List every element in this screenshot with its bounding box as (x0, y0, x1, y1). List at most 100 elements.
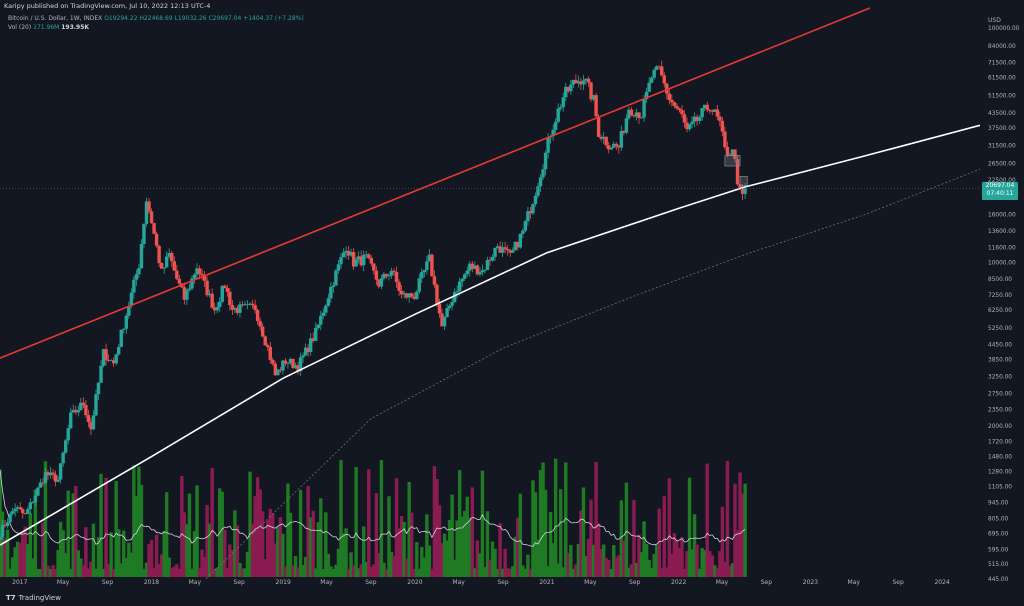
candle (326, 293, 331, 307)
volume-bar (450, 494, 454, 577)
y-axis[interactable]: 100000.00 84000.00 71500.00 61500.00 51500.0… (980, 0, 1024, 590)
candle (632, 115, 636, 118)
volume-bar (233, 510, 237, 577)
volume-bar (336, 548, 341, 577)
volume-bar (263, 559, 267, 577)
candle (402, 290, 406, 299)
y-tick-label: 805.00 (988, 517, 1009, 523)
volume-bar (106, 563, 111, 577)
volume-bar (569, 545, 573, 577)
candle (122, 328, 126, 334)
candle (372, 263, 376, 275)
candle (215, 302, 219, 314)
volume-bar (38, 568, 43, 577)
candle (655, 65, 659, 71)
symbol-title[interactable]: Bitcoin / U.S. Dollar, 1W, INDEX (8, 15, 103, 22)
volume-bar (339, 460, 343, 577)
lower-channel-line[interactable] (205, 168, 981, 580)
volume-bar (546, 566, 550, 577)
volume-bar (457, 470, 462, 577)
volume-bar (447, 520, 452, 577)
candle (614, 142, 618, 150)
x-tick-label: May (57, 579, 70, 586)
candle (670, 94, 674, 107)
volume-bar (129, 552, 134, 577)
candle (672, 101, 677, 109)
volume-bar (713, 565, 717, 577)
candle (485, 256, 490, 271)
volume-bar (334, 564, 338, 577)
candle (26, 506, 30, 515)
y-tick-label: 1105.00 (988, 484, 1012, 490)
candle (680, 105, 684, 119)
candle (346, 245, 351, 260)
volume-bar (581, 487, 586, 577)
candle (324, 304, 328, 317)
candle (450, 297, 454, 311)
volume-bar (314, 568, 318, 577)
volume-bar (738, 472, 742, 577)
price-chart[interactable]: 100000.00 84000.00 71500.00 61500.00 51500.0… (0, 0, 1024, 590)
volume-bar (162, 530, 166, 577)
vol-label[interactable]: Vol (20) (8, 24, 32, 31)
volume-bar (167, 557, 171, 577)
volume-bar (667, 478, 672, 577)
y-tick-label: 61500.00 (988, 76, 1016, 82)
volume-bar (266, 520, 270, 577)
volume-bar (513, 536, 517, 577)
volume-bar (220, 491, 224, 577)
candle (51, 468, 55, 480)
x-tick-label: Sep (234, 579, 246, 586)
candle (195, 263, 199, 279)
candle (288, 357, 293, 365)
volume-bar (531, 480, 535, 577)
volume-bar (15, 541, 20, 577)
candle (364, 250, 368, 259)
tradingview-logo[interactable]: T7 TradingView (6, 594, 61, 602)
candle (190, 275, 194, 291)
volume-bar (425, 514, 429, 577)
candle (705, 101, 709, 113)
candle (730, 148, 735, 157)
mid-channel-line[interactable] (0, 124, 981, 546)
volume-bar (503, 548, 507, 577)
candle (533, 192, 538, 207)
x-axis[interactable]: 2017 May Sep 2018 May Sep 2019 May Sep 2020 May Sep… (12, 579, 950, 586)
volume-bar (94, 568, 98, 577)
candle (84, 400, 88, 418)
candle (425, 255, 429, 275)
volume-bar (735, 530, 740, 577)
volume-bar (23, 526, 27, 577)
x-tick-label: 2023 (803, 579, 818, 586)
candle (114, 353, 118, 366)
y-tick-label: 3250.00 (988, 375, 1012, 381)
candle (551, 124, 555, 141)
volume-bar (341, 532, 346, 577)
upper-channel-line[interactable] (0, 7, 871, 359)
projection-box[interactable] (739, 176, 748, 186)
volume-legend: Vol (20) 171.96M 193.95K (8, 24, 89, 31)
candle (415, 290, 419, 300)
volume-bar (91, 523, 96, 577)
candle (91, 410, 96, 431)
candle (36, 486, 40, 497)
candle (697, 115, 702, 125)
volume-bar (675, 540, 679, 577)
y-tick-label: 100000.00 (988, 26, 1020, 32)
volume-bar (723, 561, 727, 577)
volume-bar (543, 489, 548, 577)
candle (31, 500, 35, 504)
volume-bar (319, 498, 323, 577)
volume-bar (695, 544, 699, 577)
candle (74, 405, 78, 415)
candle (662, 72, 666, 88)
x-tick-label: May (320, 579, 333, 586)
volume-bar (346, 568, 351, 577)
y-tick-label: 7250.00 (988, 293, 1012, 299)
volume-bar (362, 526, 366, 577)
volume-bar (445, 540, 449, 577)
projection-box[interactable] (724, 155, 741, 167)
volume-bar (154, 534, 159, 577)
candle (389, 267, 394, 279)
volume-bar (165, 492, 169, 577)
